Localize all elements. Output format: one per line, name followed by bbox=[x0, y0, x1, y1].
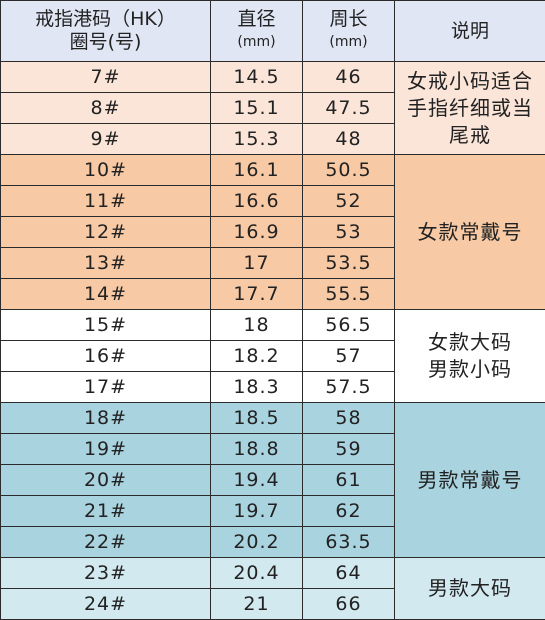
diameter-cell: 21 bbox=[211, 589, 303, 620]
header-size: 戒指港码（HK） 圈号(号) bbox=[1, 1, 211, 62]
size-cell: 16# bbox=[1, 341, 211, 372]
diameter-cell: 17 bbox=[211, 248, 303, 279]
diameter-cell: 16.1 bbox=[211, 155, 303, 186]
description-line: 手指纤细或当 bbox=[395, 95, 545, 122]
diameter-cell: 20.4 bbox=[211, 558, 303, 589]
circumference-cell: 66 bbox=[303, 589, 395, 620]
header-size-line2: 圈号(号) bbox=[1, 31, 210, 54]
diameter-cell: 15.3 bbox=[211, 124, 303, 155]
diameter-cell: 18.5 bbox=[211, 403, 303, 434]
description-cell-small-women: 女戒小码适合 手指纤细或当 尾戒 bbox=[395, 62, 545, 155]
description-line: 女款大码 bbox=[395, 329, 545, 356]
description-cell-men-large: 男款大码 bbox=[395, 558, 545, 620]
header-circumference-unit: (mm) bbox=[303, 31, 394, 54]
description-line: 女款常戴号 bbox=[395, 219, 545, 246]
size-cell: 12# bbox=[1, 217, 211, 248]
size-cell: 11# bbox=[1, 186, 211, 217]
description-line: 男款常戴号 bbox=[395, 467, 545, 494]
table-row: 15# 18 56.5 女款大码 男款小码 bbox=[1, 310, 545, 341]
description-line: 男款小码 bbox=[395, 356, 545, 383]
diameter-cell: 19.4 bbox=[211, 465, 303, 496]
table-row: 7# 14.5 46 女戒小码适合 手指纤细或当 尾戒 bbox=[1, 62, 545, 93]
size-cell: 9# bbox=[1, 124, 211, 155]
diameter-cell: 18.3 bbox=[211, 372, 303, 403]
page: 戒指港码（HK） 圈号(号) 直径 (mm) 周长 (mm) 说明 7# 14.… bbox=[0, 0, 545, 605]
header-circumference-line1: 周长 bbox=[303, 8, 394, 31]
circumference-cell: 61 bbox=[303, 465, 395, 496]
diameter-cell: 17.7 bbox=[211, 279, 303, 310]
header-diameter-line1: 直径 bbox=[211, 8, 302, 31]
circumference-cell: 47.5 bbox=[303, 93, 395, 124]
size-cell: 22# bbox=[1, 527, 211, 558]
diameter-cell: 18 bbox=[211, 310, 303, 341]
size-cell: 15# bbox=[1, 310, 211, 341]
circumference-cell: 62 bbox=[303, 496, 395, 527]
header-circumference: 周长 (mm) bbox=[303, 1, 395, 62]
circumference-cell: 53 bbox=[303, 217, 395, 248]
diameter-cell: 15.1 bbox=[211, 93, 303, 124]
size-cell: 19# bbox=[1, 434, 211, 465]
size-cell: 10# bbox=[1, 155, 211, 186]
header-diameter: 直径 (mm) bbox=[211, 1, 303, 62]
size-cell: 17# bbox=[1, 372, 211, 403]
diameter-cell: 20.2 bbox=[211, 527, 303, 558]
header-size-line1: 戒指港码（HK） bbox=[1, 8, 210, 31]
circumference-cell: 50.5 bbox=[303, 155, 395, 186]
size-cell: 20# bbox=[1, 465, 211, 496]
circumference-cell: 55.5 bbox=[303, 279, 395, 310]
table-row: 18# 18.5 58 男款常戴号 bbox=[1, 403, 545, 434]
header-diameter-unit: (mm) bbox=[211, 31, 302, 54]
circumference-cell: 57.5 bbox=[303, 372, 395, 403]
size-cell: 23# bbox=[1, 558, 211, 589]
table-row: 10# 16.1 50.5 女款常戴号 bbox=[1, 155, 545, 186]
size-cell: 7# bbox=[1, 62, 211, 93]
diameter-cell: 19.7 bbox=[211, 496, 303, 527]
diameter-cell: 16.9 bbox=[211, 217, 303, 248]
circumference-cell: 46 bbox=[303, 62, 395, 93]
circumference-cell: 56.5 bbox=[303, 310, 395, 341]
diameter-cell: 16.6 bbox=[211, 186, 303, 217]
size-cell: 24# bbox=[1, 589, 211, 620]
table-row: 23# 20.4 64 男款大码 bbox=[1, 558, 545, 589]
description-line: 男款大码 bbox=[395, 575, 545, 602]
size-cell: 14# bbox=[1, 279, 211, 310]
size-cell: 21# bbox=[1, 496, 211, 527]
circumference-cell: 64 bbox=[303, 558, 395, 589]
circumference-cell: 48 bbox=[303, 124, 395, 155]
circumference-cell: 58 bbox=[303, 403, 395, 434]
description-cell-men-common: 男款常戴号 bbox=[395, 403, 545, 558]
diameter-cell: 18.2 bbox=[211, 341, 303, 372]
circumference-cell: 57 bbox=[303, 341, 395, 372]
description-cell-women-large-men-small: 女款大码 男款小码 bbox=[395, 310, 545, 403]
description-cell-women-common: 女款常戴号 bbox=[395, 155, 545, 310]
header-description: 说明 bbox=[395, 1, 545, 62]
description-line: 女戒小码适合 bbox=[395, 68, 545, 95]
diameter-cell: 14.5 bbox=[211, 62, 303, 93]
size-cell: 8# bbox=[1, 93, 211, 124]
size-cell: 13# bbox=[1, 248, 211, 279]
size-cell: 18# bbox=[1, 403, 211, 434]
diameter-cell: 18.8 bbox=[211, 434, 303, 465]
header-row: 戒指港码（HK） 圈号(号) 直径 (mm) 周长 (mm) 说明 bbox=[1, 1, 545, 62]
circumference-cell: 53.5 bbox=[303, 248, 395, 279]
circumference-cell: 59 bbox=[303, 434, 395, 465]
description-line: 尾戒 bbox=[395, 122, 545, 149]
circumference-cell: 63.5 bbox=[303, 527, 395, 558]
circumference-cell: 52 bbox=[303, 186, 395, 217]
